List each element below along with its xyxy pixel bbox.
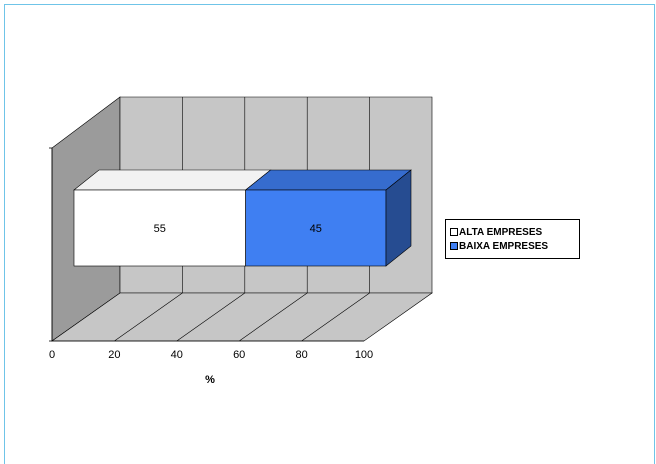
- x-axis-title: %: [205, 374, 215, 386]
- legend-swatch-baixa: [450, 242, 458, 250]
- data-label-1: 45: [310, 223, 322, 235]
- floor-gridline: [114, 292, 183, 342]
- data-label-0: 55: [154, 223, 166, 235]
- floor-gridline: [301, 292, 370, 342]
- legend: ALTA EMPRESES BAIXA EMPRESES: [445, 219, 580, 259]
- x-tick-label: 60: [233, 349, 245, 361]
- legend-item-alta: ALTA EMPRESES: [450, 225, 579, 239]
- x-tick-label: 100: [355, 349, 373, 361]
- bar-top-0: [73, 169, 272, 191]
- x-tick-label: 40: [171, 349, 183, 361]
- bar-segment-0: [73, 189, 246, 267]
- x-tick-label: 20: [108, 349, 120, 361]
- legend-swatch-alta: [450, 228, 458, 236]
- legend-label-alta: ALTA EMPRESES: [459, 226, 543, 238]
- bar-top-1: [244, 169, 412, 191]
- x-tick-labels: 0 20 40 60 80 100: [49, 349, 373, 361]
- floor-gridline: [239, 292, 308, 342]
- bars: 55 45: [73, 169, 412, 267]
- chart-frame: [4, 4, 655, 464]
- legend-item-baixa: BAIXA EMPRESES: [450, 239, 579, 253]
- bar-segment-1: [245, 189, 387, 267]
- bar-side: [385, 169, 412, 267]
- floor-gridline: [176, 292, 245, 342]
- x-tick-label: 80: [295, 349, 307, 361]
- x-tick-label: 0: [49, 349, 55, 361]
- legend-label-baixa: BAIXA EMPRESES: [459, 240, 549, 252]
